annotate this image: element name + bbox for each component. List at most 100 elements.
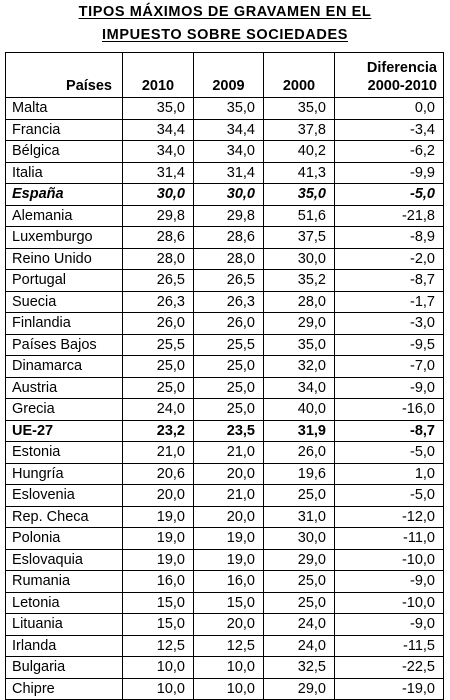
cell-rate-2010: 19,0: [122, 548, 194, 571]
cell-rate-2010: 20,0: [122, 484, 194, 507]
cell-country: Alemania: [5, 204, 123, 227]
cell-rate-2009: 26,0: [193, 312, 264, 335]
cell-rate-2000: 19,6: [263, 462, 335, 485]
cell-rate-2010: 26,0: [122, 312, 194, 335]
table-row: Bélgica 34,0 34,0 40,2 -6,2: [5, 140, 444, 163]
table-row: Rumania 16,0 16,0 25,0 -9,0: [5, 570, 444, 593]
cell-country: Suecia: [5, 290, 123, 313]
cell-rate-2000: 29,0: [263, 677, 335, 700]
cell-rate-2009: 25,0: [193, 355, 264, 378]
cell-rate-2009: 34,0: [193, 140, 264, 163]
cell-rate-2010: 10,0: [122, 656, 194, 679]
cell-rate-2000: 35,0: [263, 183, 335, 206]
cell-country: Rumania: [5, 570, 123, 593]
cell-difference: -6,2: [334, 140, 444, 163]
table-row: Malta 35,0 35,0 35,0 0,0: [5, 97, 444, 120]
document-title-line-1: TIPOS MÁXIMOS DE GRAVAMEN EN EL: [0, 3, 450, 21]
cell-difference: 0,0: [334, 97, 444, 120]
title-text-2: IMPUESTO SOBRE SOCIEDADES: [102, 27, 348, 43]
cell-difference: -11,0: [334, 527, 444, 550]
cell-country: Grecia: [5, 398, 123, 421]
table-body: Malta 35,0 35,0 35,0 0,0 Francia 34,4 34,4 37,8-…: [5, 97, 444, 700]
cell-rate-2000: 30,0: [263, 247, 335, 270]
table-row: Austria 25,0 25,0 34,0 -9,0: [5, 376, 444, 399]
cell-rate-2010: 15,0: [122, 613, 194, 636]
cell-difference: -10,0: [334, 591, 444, 614]
cell-country: Hungría: [5, 462, 123, 485]
cell-rate-2009: 21,0: [193, 484, 264, 507]
cell-rate-2010: 20,6: [122, 462, 194, 485]
cell-country: Dinamarca: [5, 355, 123, 378]
table-row: Polonia 19,0 19,0 30,0 -11,0: [5, 527, 444, 550]
table-row: Estonia 21,0 21,0 26,0 -5,0: [5, 441, 444, 464]
cell-rate-2010: 16,0: [122, 570, 194, 593]
table-row: Portugal 26,5 26,5 35,2 -8,7: [5, 269, 444, 292]
cell-difference: -9,5: [334, 333, 444, 356]
cell-rate-2009: 35,0: [193, 97, 264, 120]
cell-rate-2009: 29,8: [193, 204, 264, 227]
header-2000: 2000: [263, 52, 335, 98]
cell-country: Países Bajos: [5, 333, 123, 356]
header-paises: Países: [5, 52, 123, 98]
cell-rate-2009: 20,0: [193, 613, 264, 636]
table-row: Letonia 15,0 15,0 25,0 -10,0: [5, 591, 444, 614]
cell-difference: -2,0: [334, 247, 444, 270]
cell-rate-2009: 19,0: [193, 548, 264, 571]
cell-rate-2009: 26,5: [193, 269, 264, 292]
cell-rate-2000: 26,0: [263, 441, 335, 464]
cell-rate-2009: 28,6: [193, 226, 264, 249]
cell-rate-2000: 34,0: [263, 376, 335, 399]
table-header-row: Países 2010 2009 2000 Diferencia 2000-20…: [5, 52, 444, 98]
cell-rate-2009: 30,0: [193, 183, 264, 206]
header-diferencia-line2: 2000-2010: [367, 78, 437, 94]
cell-rate-2000: 25,0: [263, 591, 335, 614]
table-row: Finlandia 26,0 26,0 29,0 -3,0: [5, 312, 444, 335]
title-text-1: TIPOS MÁXIMOS DE GRAVAMEN EN EL: [78, 4, 372, 20]
cell-country: Chipre: [5, 677, 123, 700]
table-row: Hungría 20,6 20,0 19,6 1,0: [5, 462, 444, 485]
cell-rate-2009: 25,5: [193, 333, 264, 356]
cell-rate-2009: 25,0: [193, 376, 264, 399]
cell-difference: -9,0: [334, 613, 444, 636]
header-diferencia: Diferencia 2000-2010: [334, 52, 444, 98]
cell-country: UE-27: [5, 419, 123, 442]
cell-difference: -10,0: [334, 548, 444, 571]
cell-difference: -12,0: [334, 505, 444, 528]
header-diferencia-line1: Diferencia: [366, 60, 437, 76]
cell-rate-2009: 10,0: [193, 656, 264, 679]
cell-rate-2000: 25,0: [263, 570, 335, 593]
cell-difference: -3,4: [334, 118, 444, 141]
cell-rate-2010: 34,4: [122, 118, 194, 141]
cell-rate-2010: 29,8: [122, 204, 194, 227]
cell-country: Irlanda: [5, 634, 123, 657]
cell-rate-2000: 40,0: [263, 398, 335, 421]
cell-rate-2009: 12,5: [193, 634, 264, 657]
cell-difference: -21,8: [334, 204, 444, 227]
cell-rate-2000: 37,8: [263, 118, 335, 141]
table-row: Dinamarca 25,0 25,0 32,0 -7,0: [5, 355, 444, 378]
cell-rate-2000: 41,3: [263, 161, 335, 184]
cell-rate-2010: 24,0: [122, 398, 194, 421]
cell-difference: -19,0: [334, 677, 444, 700]
header-2010: 2010: [122, 52, 194, 98]
cell-rate-2010: 15,0: [122, 591, 194, 614]
cell-rate-2010: 12,5: [122, 634, 194, 657]
cell-rate-2009: 28,0: [193, 247, 264, 270]
cell-rate-2009: 21,0: [193, 441, 264, 464]
cell-rate-2000: 35,2: [263, 269, 335, 292]
cell-rate-2009: 19,0: [193, 527, 264, 550]
table-row: Alemania 29,8 29,8 51,6 -21,8: [5, 204, 444, 227]
cell-country: Finlandia: [5, 312, 123, 335]
table-row: Suecia 26,3 26,3 28,0 -1,7: [5, 290, 444, 313]
cell-rate-2009: 20,0: [193, 505, 264, 528]
cell-country: Estonia: [5, 441, 123, 464]
cell-country: Polonia: [5, 527, 123, 550]
cell-rate-2000: 35,0: [263, 97, 335, 120]
cell-country: España: [5, 183, 123, 206]
cell-rate-2000: 24,0: [263, 634, 335, 657]
cell-difference: -9,0: [334, 376, 444, 399]
document-title-line-2: IMPUESTO SOBRE SOCIEDADES: [0, 26, 450, 44]
table-row: Países Bajos 25,5 25,5 35,0 -9,5: [5, 333, 444, 356]
table-row: Francia 34,4 34,4 37,8 -3,4: [5, 118, 444, 141]
cell-difference: -16,0: [334, 398, 444, 421]
